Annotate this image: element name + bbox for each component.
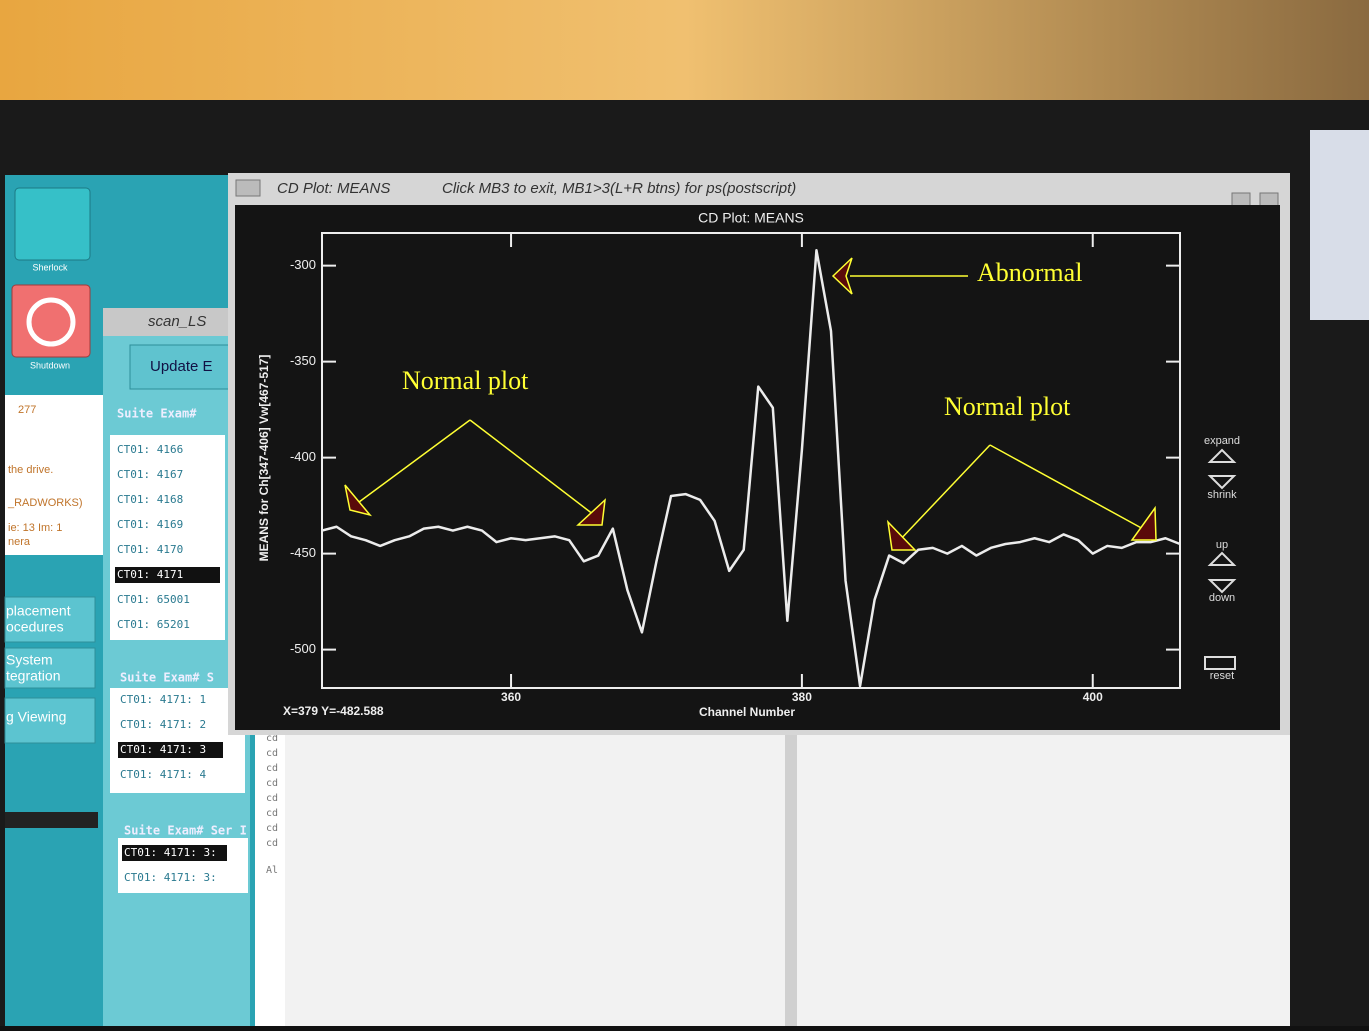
cursor-status: X=379 Y=-482.588	[283, 704, 384, 718]
window-instructions: Click MB3 to exit, MB1>3(L+R btns) for p…	[442, 180, 796, 197]
list-row[interactable]: CT01: 4168	[117, 493, 183, 506]
info-text: 277	[18, 404, 36, 416]
menu-label: System	[6, 652, 53, 668]
y-tick-label: -450	[290, 545, 316, 560]
list-header: Suite Exam# Ser I	[124, 824, 247, 838]
y-tick-label: -500	[290, 641, 316, 656]
info-text: the drive.	[8, 464, 53, 476]
menu-label: g Viewing	[6, 709, 66, 725]
console-text: cd	[266, 793, 278, 804]
y-axis-label: MEANS for Ch[347-406] Vw[467-517]	[257, 355, 271, 562]
annotation: Abnormal	[977, 258, 1082, 287]
x-axis-label: Channel Number	[699, 705, 795, 719]
list-row[interactable]: CT01: 4171: 1	[120, 693, 206, 706]
console-text: cd	[266, 823, 278, 834]
x-tick-label: 380	[792, 690, 812, 704]
list-row[interactable]: CT01: 4169	[117, 518, 183, 531]
y-tick-label: -350	[290, 353, 316, 368]
menu-label: ocedures	[6, 619, 64, 635]
list-row[interactable]: CT01: 65001	[117, 593, 190, 606]
side-button[interactable]: reset	[1210, 670, 1234, 682]
sherlock-icon[interactable]	[15, 188, 90, 260]
list-row[interactable]: CT01: 4167	[117, 468, 183, 481]
console-text: Al	[266, 865, 278, 876]
info-text: nera	[8, 536, 31, 548]
console-text: cd	[266, 808, 278, 819]
list-row[interactable]: CT01: 4171: 4	[120, 768, 206, 781]
plot-area	[235, 205, 1280, 730]
chart-title: CD Plot: MEANS	[698, 210, 804, 226]
console-text: cd	[266, 748, 278, 759]
list-row[interactable]: CT01: 4171: 3	[120, 743, 206, 756]
background-wall	[0, 0, 1369, 110]
page: Sherlock Shutdown 277 the drive. _RADWORKS…	[0, 0, 1369, 1026]
info-text: _RADWORKS)	[7, 497, 83, 509]
console-text: cd	[266, 763, 278, 774]
list-row[interactable]: CT01: 4171: 3:	[124, 871, 217, 884]
scan-title: scan_LS	[148, 313, 206, 330]
list-row[interactable]: CT01: 65201	[117, 618, 190, 631]
side-button[interactable]: expand	[1204, 435, 1240, 447]
list-header: Suite Exam#	[117, 407, 197, 421]
side-button[interactable]: down	[1209, 592, 1235, 604]
window-title: CD Plot: MEANS	[277, 180, 390, 197]
button-label: Update E	[150, 358, 213, 375]
menu-label: placement	[6, 603, 71, 619]
list-row[interactable]: CT01: 4166	[117, 443, 183, 456]
menu-label: tegration	[6, 668, 60, 684]
info-text: ie: 13 Im: 1	[8, 522, 62, 534]
list-row[interactable]: CT01: 4170	[117, 543, 183, 556]
list-box	[110, 435, 225, 640]
side-button[interactable]: shrink	[1207, 489, 1237, 501]
x-tick-label: 400	[1083, 690, 1103, 704]
icon-label: Sherlock	[32, 262, 68, 272]
list-row[interactable]: CT01: 4171	[117, 568, 183, 581]
annotation: Normal plot	[944, 392, 1071, 421]
console-panel	[255, 730, 285, 1026]
list-row[interactable]: CT01: 4171: 3:	[124, 846, 217, 859]
screen-photo: Sherlock Shutdown 277 the drive. _RADWORKS…	[0, 0, 1369, 1026]
console-text: cd	[266, 838, 278, 849]
y-tick-label: -300	[290, 257, 316, 272]
side-button[interactable]: up	[1216, 539, 1228, 551]
icon-label: Shutdown	[30, 360, 70, 370]
console-text: cd	[266, 778, 278, 789]
annotation: Normal plot	[402, 366, 529, 395]
list-header: Suite Exam# S	[120, 671, 214, 685]
x-tick-label: 360	[501, 690, 521, 704]
divider	[785, 730, 797, 1026]
window-menu-button[interactable]	[236, 180, 260, 196]
list-row[interactable]: CT01: 4171: 2	[120, 718, 206, 731]
y-tick-label: -400	[290, 449, 316, 464]
side-paper	[1310, 130, 1369, 320]
bar	[5, 812, 98, 828]
